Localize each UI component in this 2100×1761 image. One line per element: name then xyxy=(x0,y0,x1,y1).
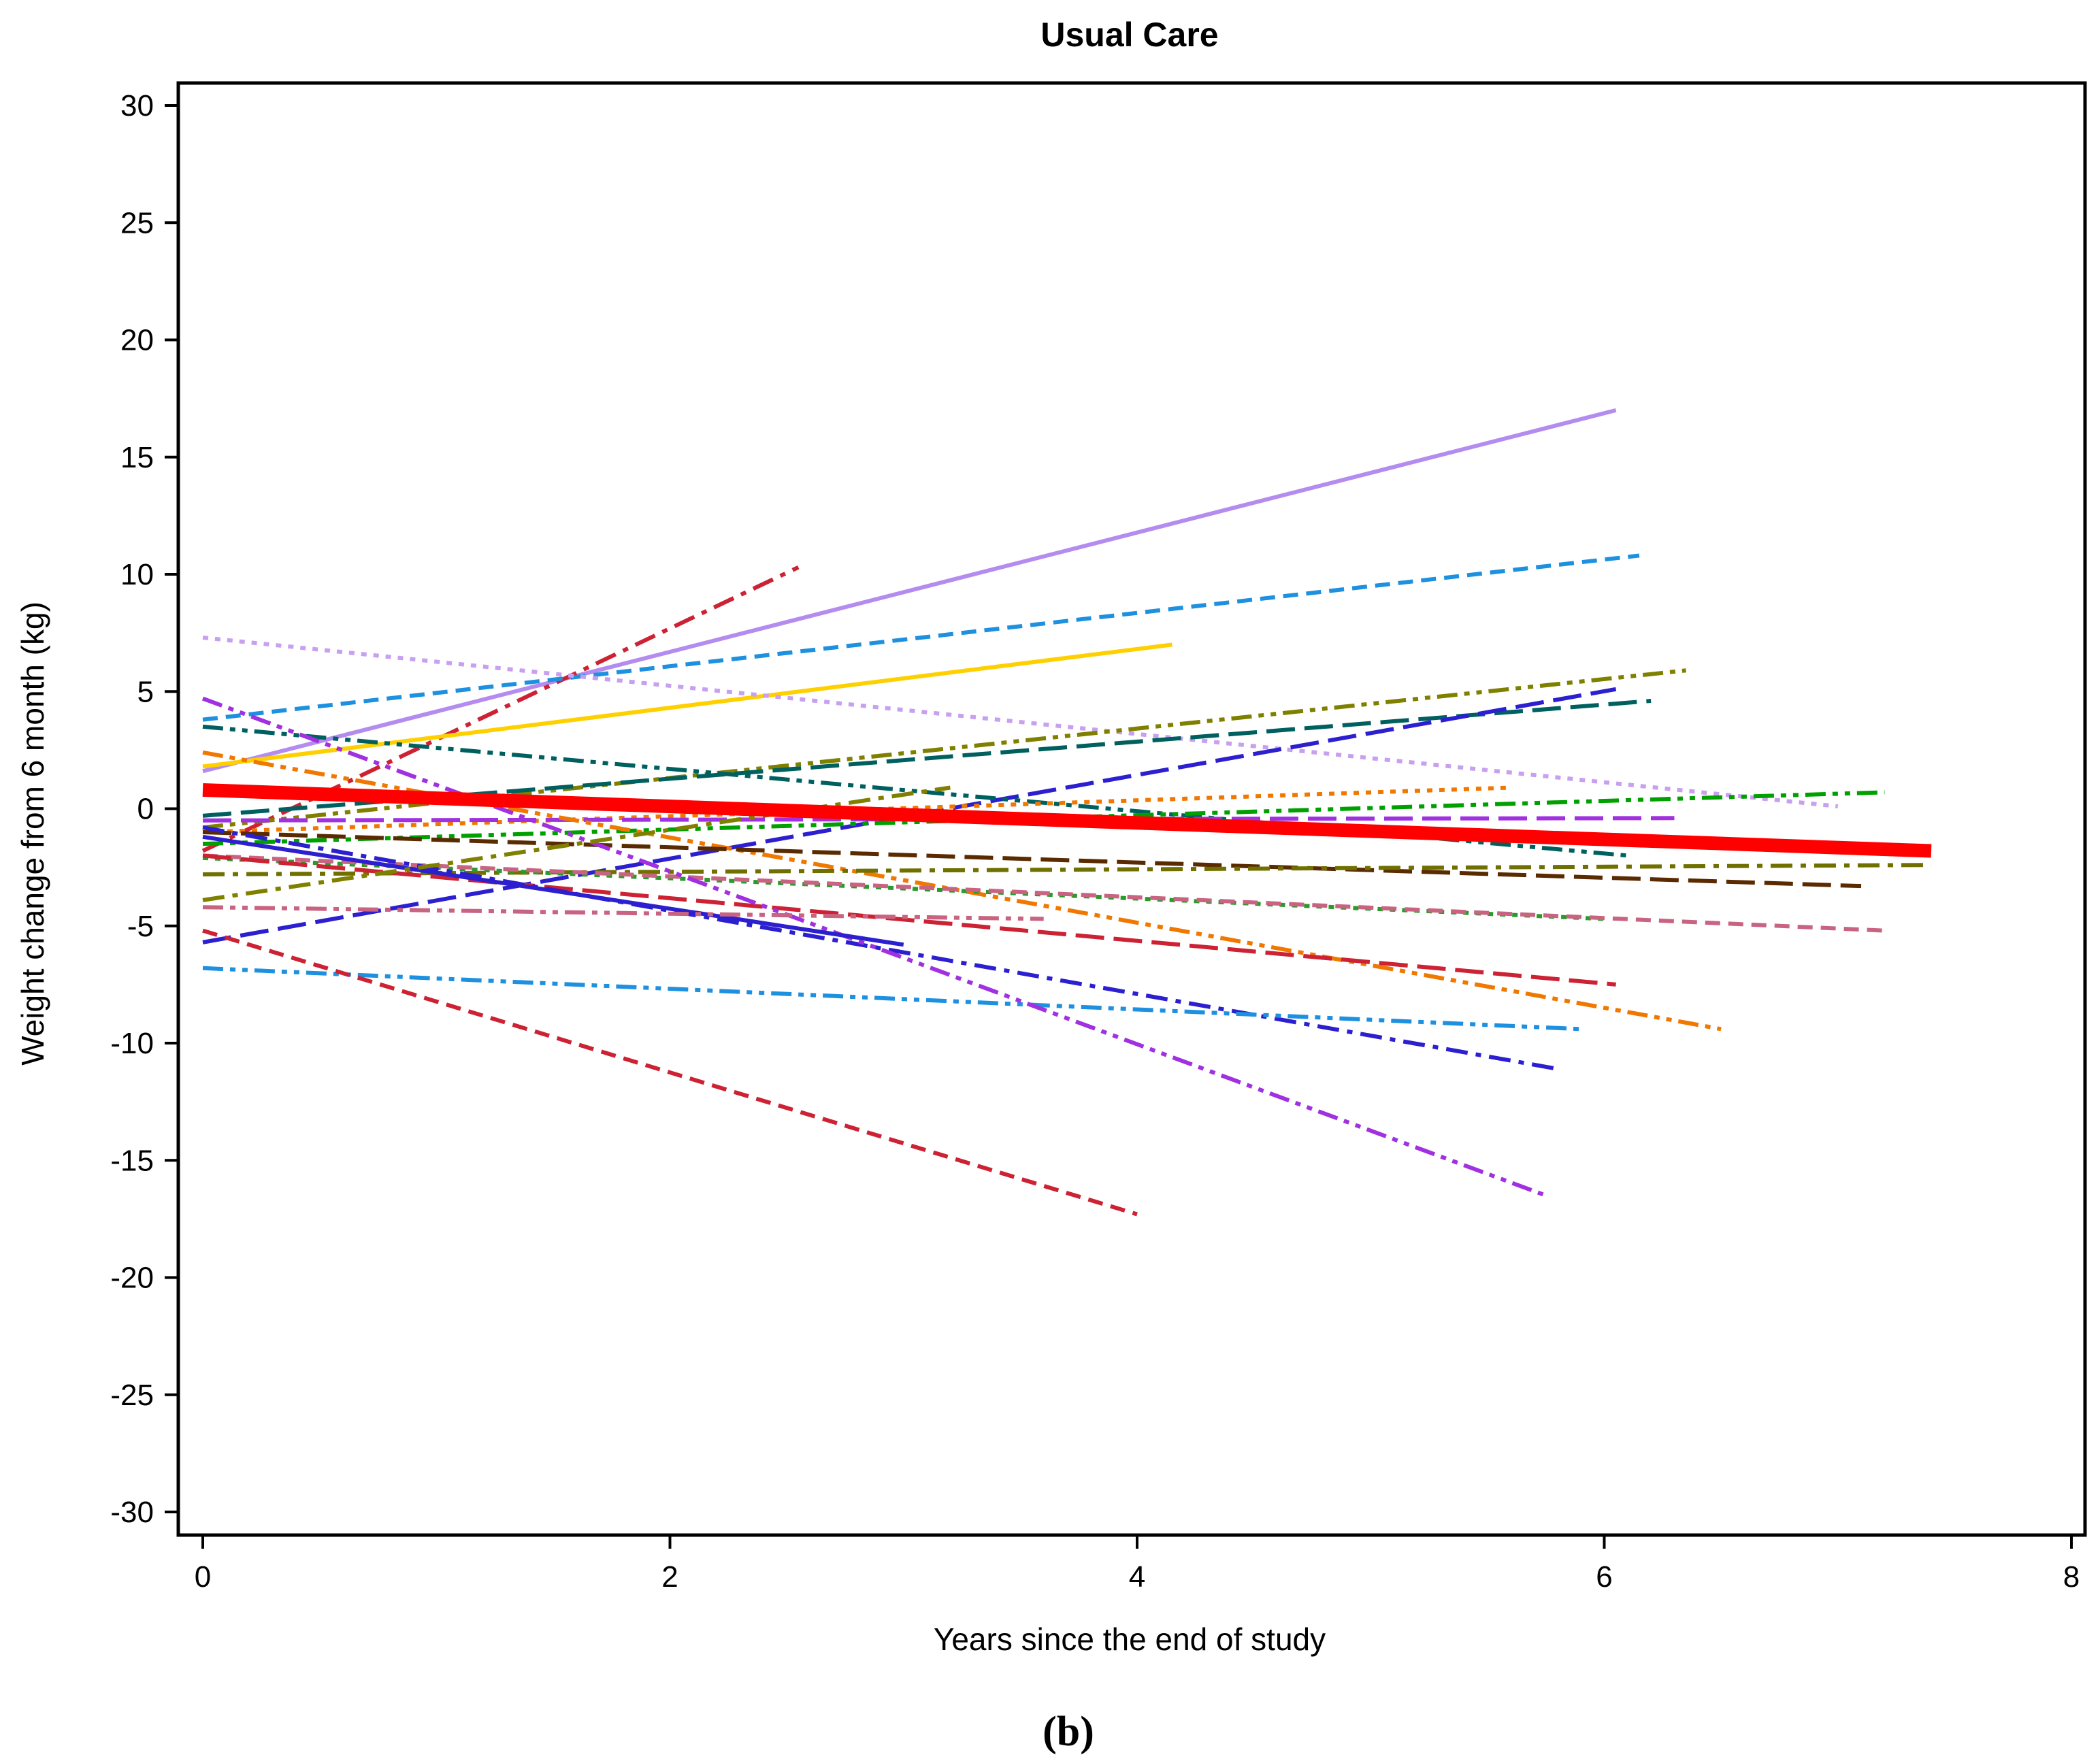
chart-title: Usual Care xyxy=(1040,16,1218,54)
y-tick-label: 0 xyxy=(137,793,154,826)
x-tick-label: 2 xyxy=(661,1560,678,1594)
y-tick-label: 10 xyxy=(120,558,154,591)
series-line-participant-08 xyxy=(202,687,1617,944)
series-layer xyxy=(201,408,1932,1217)
y-tick-label: -30 xyxy=(110,1496,154,1529)
x-tick-label: 4 xyxy=(1129,1560,1145,1594)
series-line-participant-15 xyxy=(202,863,1932,876)
y-tick-label: -5 xyxy=(127,910,154,943)
series-line-participant-03 xyxy=(202,553,1640,722)
y-tick-label: -20 xyxy=(110,1262,154,1295)
panel-label: (b) xyxy=(1043,1709,1094,1755)
series-line-participant-23 xyxy=(202,834,904,947)
x-tick-label: 8 xyxy=(2063,1560,2080,1594)
y-tick-label: 30 xyxy=(120,89,154,122)
series-line-participant-05 xyxy=(202,636,1839,809)
y-tick-label: 25 xyxy=(120,206,154,240)
series-line-participant-17 xyxy=(202,853,1885,933)
y-axis: 30 25 20 15 10 5 0 -5 -10 -15 -20 -25 -30 xyxy=(110,89,178,1529)
y-tick-label: -15 xyxy=(110,1144,154,1177)
series-line-participant-21 xyxy=(201,696,1547,1198)
series-line-participant-04 xyxy=(202,642,1172,769)
y-tick-label: 5 xyxy=(137,675,154,708)
series-line-participant-13 xyxy=(202,750,1722,1032)
x-axis: 0 2 4 6 8 xyxy=(195,1535,2080,1594)
series-line-participant-24 xyxy=(202,905,1044,921)
x-tick-label: 0 xyxy=(195,1560,211,1594)
y-tick-label: 20 xyxy=(120,324,154,357)
x-tick-label: 6 xyxy=(1596,1560,1612,1594)
y-tick-label: -10 xyxy=(110,1027,154,1060)
y-tick-label: 15 xyxy=(120,441,154,474)
series-line-participant-01 xyxy=(202,408,1617,774)
series-line-participant-18 xyxy=(202,853,1616,987)
series-line-participant-14 xyxy=(202,829,1862,889)
y-axis-label: Weight change from 6 month (kg) xyxy=(15,602,50,1066)
y-tick-label: -25 xyxy=(110,1379,154,1412)
series-line-mean-trajectory xyxy=(202,783,1932,858)
series-line-participant-22 xyxy=(202,928,1138,1217)
series-line-participant-20 xyxy=(202,966,1581,1032)
x-axis-label: Years since the end of study xyxy=(934,1622,1326,1657)
